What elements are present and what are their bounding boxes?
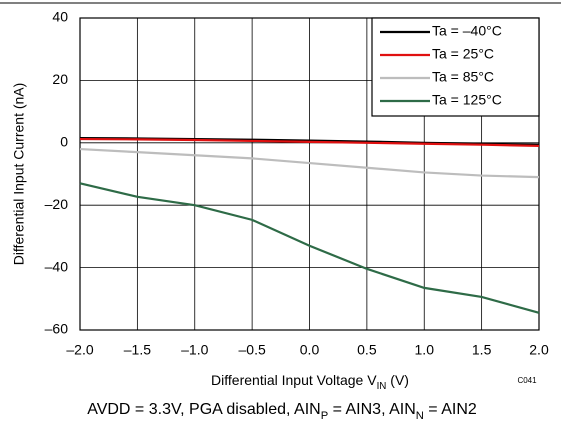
x-tick-label: 1.5 — [472, 342, 492, 358]
legend-label: Ta = –40°C — [432, 23, 502, 39]
xlabel-part: (V) — [386, 372, 409, 388]
x-tick-label: –1.0 — [181, 342, 208, 358]
x-tick-label: –1.5 — [124, 342, 151, 358]
x-tick-label: –2.0 — [66, 342, 93, 358]
plot-frame — [79, 17, 540, 331]
legend-box — [371, 17, 540, 117]
xlabel-part: Differential Input Voltage V — [211, 372, 377, 388]
x-tick-label: 2.0 — [529, 342, 549, 358]
y-tick-label: 40 — [52, 9, 68, 25]
y-tick-label: –20 — [45, 196, 69, 212]
x-tick-label: 1.0 — [415, 342, 435, 358]
y-tick-label: 0 — [60, 134, 68, 150]
x-tick-label: 0.0 — [300, 342, 320, 358]
footnote: AVDD = 3.3V, PGA disabled, AINP = AIN3, … — [87, 401, 477, 422]
x-tick-label: 0.5 — [357, 342, 377, 358]
series-line — [79, 137, 540, 148]
figure-code: C041 — [517, 376, 537, 385]
series-line — [79, 147, 540, 179]
legend-label: Ta = 125°C — [432, 92, 502, 108]
xlabel-part: IN — [377, 381, 387, 392]
x-axis-label: Differential Input Voltage VIN (V) — [211, 372, 409, 392]
y-tick-label: –60 — [45, 321, 69, 337]
series-line — [79, 182, 540, 314]
x-tick-label: –0.5 — [239, 342, 266, 358]
footnote-part: = AIN3, AIN — [328, 401, 416, 418]
y-tick-label: 20 — [52, 71, 68, 87]
y-tick-label: –40 — [45, 258, 69, 274]
legend-label: Ta = 25°C — [432, 46, 494, 62]
legend-label: Ta = 85°C — [432, 69, 494, 85]
footnote-part: = AIN2 — [424, 401, 477, 418]
footnote-part: AVDD = 3.3V, PGA disabled, AIN — [87, 401, 320, 418]
footnote-part: N — [416, 410, 424, 422]
footnote-part: P — [321, 410, 328, 422]
y-axis-label: Differential Input Current (nA) — [11, 83, 27, 266]
